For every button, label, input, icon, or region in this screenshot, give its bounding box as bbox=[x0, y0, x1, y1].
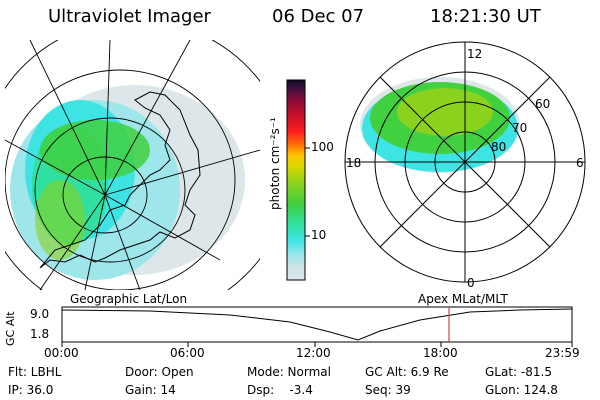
colorbar-tick-label-10: 10 bbox=[311, 228, 327, 242]
mag-oval-inner bbox=[397, 88, 493, 136]
date-label: 06 Dec 07 bbox=[272, 6, 365, 27]
timeline-x-tick-0000: 00:00 bbox=[44, 346, 79, 360]
timeline-y-tick-9: 9.0 bbox=[30, 307, 50, 321]
glon-status: GLon: 124.8 bbox=[485, 383, 558, 397]
mlat-label-80: 80 bbox=[491, 140, 507, 154]
left-map-caption: Geographic Lat/Lon bbox=[70, 292, 188, 306]
door-status: Door: Open bbox=[125, 365, 194, 379]
time-label: 18:21:30 UT bbox=[430, 6, 541, 27]
colorbar-unit-label: photon cm⁻²s⁻¹ bbox=[268, 117, 282, 210]
mlt-label-0: 0 bbox=[467, 276, 475, 290]
right-map-caption: Apex MLat/MLT bbox=[418, 292, 508, 306]
altitude-curve bbox=[61, 308, 573, 341]
timeline-y-tick-1.8: 1.8 bbox=[30, 327, 50, 341]
timeline-x-tick-1200: 12:00 bbox=[296, 346, 331, 360]
timeline-x-tick-0600: 06:00 bbox=[170, 346, 205, 360]
meridians bbox=[5, 40, 260, 290]
continent-outline bbox=[39, 91, 201, 269]
seq-status: Seq: 39 bbox=[365, 383, 411, 397]
oval-bright bbox=[35, 180, 85, 260]
magnetic-map bbox=[344, 41, 586, 283]
oval-core bbox=[40, 120, 150, 180]
colorbar-frame bbox=[286, 79, 306, 281]
timeline-x-tick-2359: 23:59 bbox=[545, 346, 580, 360]
timeline-x-ticks bbox=[61, 342, 573, 347]
instrument-title: Ultraviolet Imager bbox=[48, 6, 211, 27]
mlt-label-12: 12 bbox=[467, 47, 483, 61]
mode-status: Mode: Normal bbox=[247, 365, 331, 379]
glat-status: GLat: -81.5 bbox=[485, 365, 552, 379]
mlat-label-70: 70 bbox=[512, 121, 528, 135]
filter-status: Flt: LBHL bbox=[8, 365, 62, 379]
mlt-label-6: 6 bbox=[576, 156, 584, 170]
mag-meridians bbox=[345, 42, 585, 282]
colorbar-gradient bbox=[287, 80, 305, 280]
dsp-status: Dsp: -3.4 bbox=[247, 383, 313, 397]
ip-status: IP: 36.0 bbox=[8, 383, 54, 397]
geographic-map bbox=[5, 40, 260, 290]
gain-status: Gain: 14 bbox=[125, 383, 176, 397]
timeline-axis-label: GC Alt bbox=[4, 311, 17, 346]
timeline-panel bbox=[61, 306, 573, 347]
mlt-label-18: 18 bbox=[346, 156, 362, 170]
mlat-label-60: 60 bbox=[535, 97, 551, 111]
gc-alt-status: GC Alt: 6.9 Re bbox=[365, 365, 449, 379]
lat-circles bbox=[5, 40, 260, 290]
timeline-x-tick-1800: 18:00 bbox=[423, 346, 458, 360]
colorbar-tick-label-100: 100 bbox=[311, 140, 334, 154]
